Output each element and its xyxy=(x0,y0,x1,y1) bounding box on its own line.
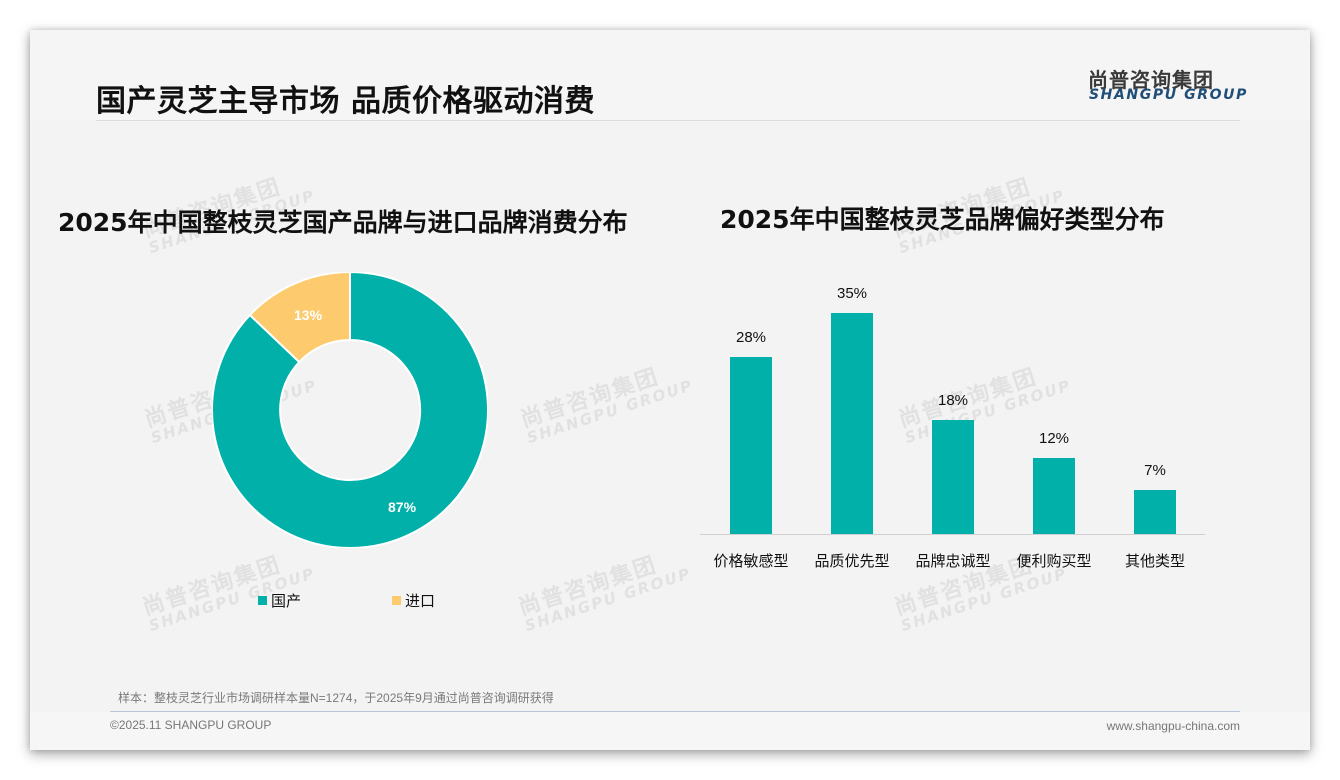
brand-logo-cn: 尚普咨询集团 xyxy=(1088,68,1214,92)
footer-divider xyxy=(110,711,1240,712)
bar-category-label: 便利购买型 xyxy=(1016,552,1092,570)
legend-item-domestic: 国产 xyxy=(258,590,301,611)
legend-label: 国产 xyxy=(271,592,302,610)
bar-brand-loyal xyxy=(932,420,974,534)
header-band xyxy=(30,30,1310,120)
donut-chart-title: 2025年中国整枝灵芝国产品牌与进口品牌消费分布 xyxy=(58,208,628,237)
donut-svg xyxy=(211,270,489,549)
bar-quality-first xyxy=(831,313,873,534)
donut-label-domestic: 87% xyxy=(388,499,417,515)
bar-category-label: 品牌忠诚型 xyxy=(915,552,991,570)
bar-value-label: 28% xyxy=(735,329,767,346)
bar-category-label: 价格敏感型 xyxy=(713,552,789,570)
bar-chart-title: 2025年中国整枝灵芝品牌偏好类型分布 xyxy=(720,205,1165,234)
donut-chart: 13% 87% xyxy=(211,270,489,549)
footer-band xyxy=(30,712,1310,750)
sample-note: 样本：整枝灵芝行业市场调研样本量N=1274，于2025年9月通过尚普咨询调研获… xyxy=(118,691,554,705)
bar-value-label: 12% xyxy=(1038,430,1070,447)
bar-convenience xyxy=(1033,458,1075,534)
x-axis-line xyxy=(700,534,1205,535)
bar-value-label: 18% xyxy=(937,392,969,409)
website-link[interactable]: www.shangpu-china.com xyxy=(1106,719,1240,733)
legend-swatch-yellow-icon xyxy=(392,596,401,605)
bar-other xyxy=(1134,490,1176,534)
legend-label: 进口 xyxy=(405,592,436,610)
bar-category-label: 品质优先型 xyxy=(814,552,890,570)
donut-slice-domestic xyxy=(211,270,489,549)
header-divider xyxy=(96,120,1240,121)
bar-category-label: 其他类型 xyxy=(1124,552,1185,570)
bar-value-label: 35% xyxy=(836,285,868,302)
legend-swatch-teal-icon xyxy=(258,596,267,605)
donut-label-import: 13% xyxy=(294,307,323,323)
bar-price-sensitive xyxy=(730,357,772,534)
bar-value-label: 7% xyxy=(1144,462,1166,479)
donut-slice-import xyxy=(248,270,351,364)
legend-item-import: 进口 xyxy=(392,590,435,611)
slide: 尚普咨询集团 SHANGPU GROUP 尚普咨询集团 SHANGPU GROUP … xyxy=(30,30,1310,750)
copyright: ©2025.11 SHANGPU GROUP xyxy=(110,718,272,732)
brand-logo-en: SHANGPU GROUP xyxy=(1089,87,1248,103)
page-title: 国产灵芝主导市场 品质价格驱动消费 xyxy=(96,84,595,119)
